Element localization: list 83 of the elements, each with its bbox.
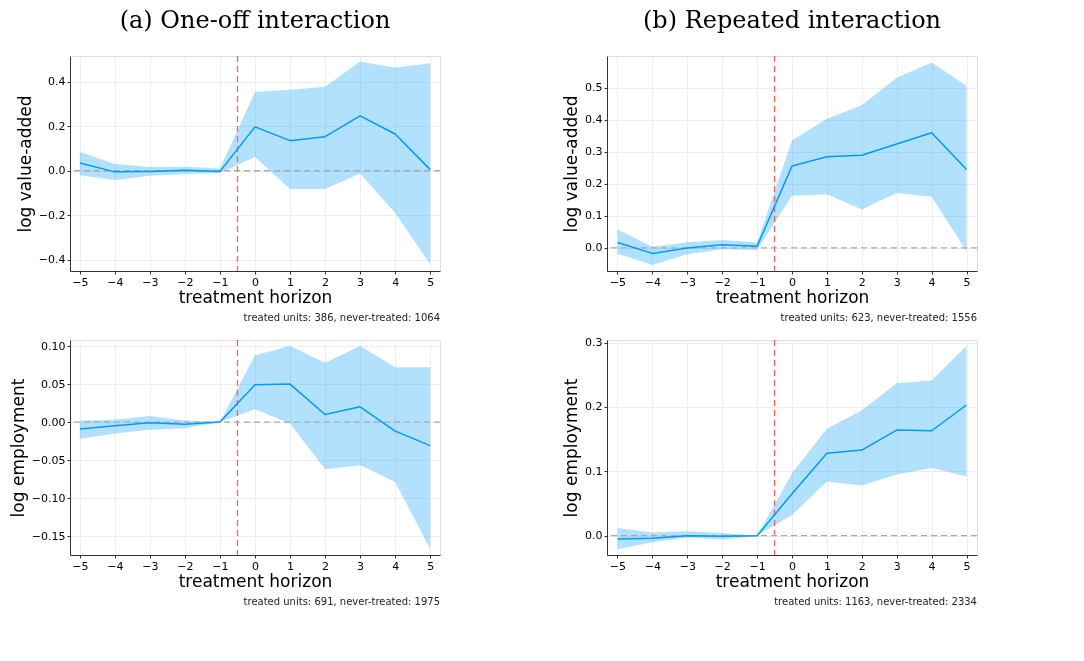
x-tick-label: 2 (858, 559, 866, 573)
x-axis-title: treatment horizon (715, 570, 870, 591)
y-tick-label: −0.05 (31, 453, 66, 467)
y-tick-label: 0.1 (585, 464, 603, 478)
text: treated units: 1163, never-treated: 2334 (774, 596, 977, 607)
x-tick-label: −3 (142, 275, 159, 289)
y-tick-label: 0.2 (585, 400, 603, 414)
x-tick-label: 0 (789, 275, 796, 289)
x-tick-label: −3 (679, 559, 696, 573)
y-tick-label: 0.1 (585, 209, 603, 223)
line-series (616, 132, 968, 255)
y-tick-label: 0.2 (48, 119, 66, 133)
x-tick-label: 1 (823, 275, 831, 289)
x-axis-title: treatment horizon (178, 286, 333, 307)
y-tick-label: −0.10 (31, 491, 66, 505)
x-tick-label: 5 (963, 559, 971, 573)
x-axis-title: treatment horizon (178, 570, 333, 591)
y-axis-title: log value-added (14, 95, 35, 233)
x-tick-label: 3 (357, 275, 365, 289)
x-tick-label: −1 (212, 559, 229, 573)
chart-title: (a) One-off interaction (119, 6, 391, 35)
x-tick-label: 4 (392, 559, 400, 573)
y-tick-label: 0.0 (585, 529, 603, 543)
x-tick-label: −5 (609, 559, 627, 573)
x-tick-label: −1 (749, 275, 766, 289)
x-tick-label: −2 (714, 559, 731, 573)
text: treated units: 386, never-treated: 1064 (243, 312, 440, 323)
y-tick-label: −0.2 (38, 208, 66, 222)
x-tick-label: 4 (928, 559, 936, 573)
text: treated units: 691, never-treated: 1975 (243, 596, 440, 607)
chart-title: (b) Repeated interaction (642, 6, 942, 35)
x-tick-label: −1 (212, 275, 229, 289)
y-tick-label: −0.15 (31, 529, 66, 543)
x-tick-label: 5 (427, 559, 435, 573)
line-series (616, 404, 968, 540)
y-tick-label: 0.3 (585, 145, 603, 159)
x-tick-label: −2 (177, 559, 194, 573)
x-tick-label: −2 (177, 275, 194, 289)
x-tick-label: 2 (322, 559, 330, 573)
x-tick-label: 1 (287, 275, 295, 289)
x-tick-label: −1 (749, 559, 766, 573)
y-tick-label: 0.4 (585, 113, 603, 127)
y-tick-label: 0.2 (585, 177, 603, 191)
x-tick-label: 0 (252, 275, 259, 289)
x-tick-label: −2 (714, 275, 731, 289)
x-tick-label: −5 (72, 275, 89, 289)
y-tick-label: 0.4 (48, 75, 66, 89)
x-tick-label: −4 (107, 275, 124, 289)
x-tick-label: −4 (107, 559, 124, 573)
y-tick-label: 0.3 (585, 336, 603, 350)
text: treated units: 623, never-treated: 1556 (780, 312, 977, 323)
x-tick-label: 1 (823, 559, 831, 573)
x-tick-label: 2 (858, 275, 866, 289)
x-tick-label: 5 (427, 275, 435, 289)
x-tick-label: 4 (928, 275, 936, 289)
y-axis-title: log employment (561, 378, 582, 518)
y-tick-label: 0.05 (41, 377, 66, 391)
x-tick-label: 4 (392, 275, 400, 289)
y-tick-label: 0.0 (585, 241, 603, 255)
x-tick-label: 3 (893, 559, 901, 573)
x-tick-label: −4 (644, 275, 661, 289)
x-tick-label: −3 (679, 275, 696, 289)
line-series (79, 383, 431, 447)
y-tick-label: 0.00 (41, 415, 66, 429)
x-tick-label: −3 (142, 559, 159, 573)
x-tick-label: −5 (72, 559, 89, 573)
y-axis-title: log employment (7, 378, 28, 518)
x-tick-label: 1 (287, 559, 295, 573)
x-tick-label: −4 (644, 559, 661, 573)
x-axis-title: treatment horizon (715, 286, 870, 307)
x-tick-label: −5 (609, 275, 627, 289)
x-tick-label: 2 (322, 275, 330, 289)
y-tick-label: −0.4 (38, 253, 66, 267)
y-tick-label: 0.0 (48, 164, 66, 178)
y-axis-title: log value-added (561, 95, 582, 233)
x-tick-label: 3 (893, 275, 901, 289)
y-tick-label: 0.5 (585, 81, 603, 95)
y-tick-label: 0.10 (41, 339, 66, 353)
x-tick-label: 5 (963, 275, 971, 289)
x-tick-label: 0 (252, 559, 259, 573)
line-series (79, 115, 431, 173)
x-tick-label: 0 (789, 559, 796, 573)
x-tick-label: 3 (357, 559, 365, 573)
